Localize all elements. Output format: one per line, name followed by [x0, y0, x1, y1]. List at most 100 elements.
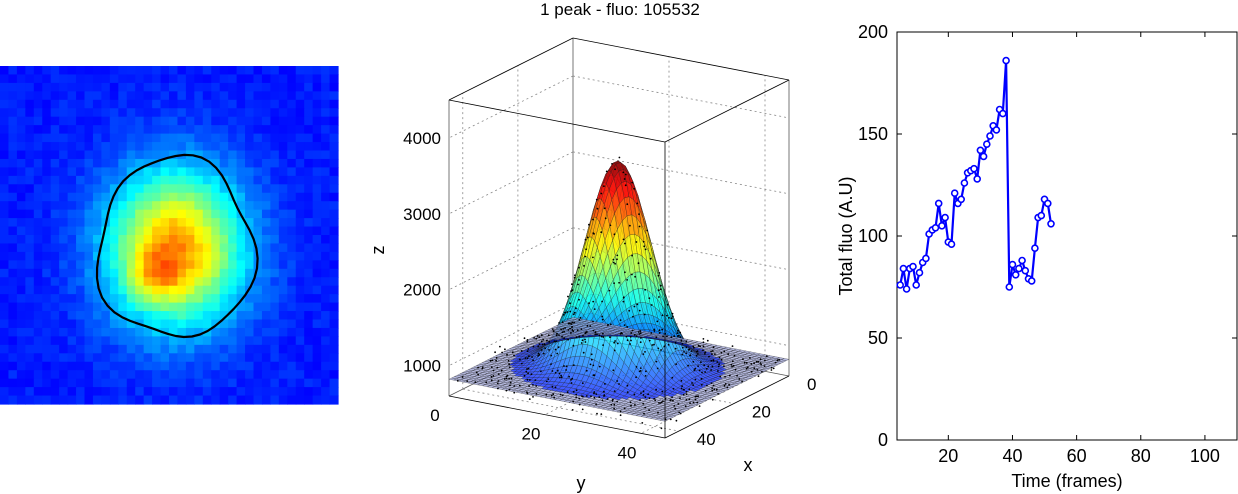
heatmap-cell	[270, 192, 280, 202]
heatmap-cell	[33, 167, 43, 177]
heatmap-cell	[92, 285, 102, 295]
heatmap-cell	[8, 74, 18, 84]
heatmap-cell	[185, 387, 195, 397]
data-point	[639, 332, 642, 335]
data-point	[703, 364, 706, 367]
heatmap-cell	[50, 294, 60, 304]
heatmap-cell	[321, 294, 331, 304]
data-point	[626, 391, 629, 393]
heatmap-cell	[261, 378, 271, 388]
heatmap-cell	[33, 74, 43, 84]
heatmap-cell	[329, 327, 339, 337]
heatmap-cell	[67, 319, 77, 329]
heatmap-cell	[287, 158, 297, 168]
heatmap-cell	[42, 125, 52, 135]
data-point	[679, 331, 682, 334]
heatmap-cell	[135, 277, 145, 287]
heatmap-cell	[143, 353, 153, 363]
heatmap-cell	[42, 268, 52, 278]
surface-cell	[781, 358, 790, 361]
data-point	[570, 379, 572, 381]
data-point	[535, 337, 538, 340]
heatmap-cell	[16, 327, 26, 337]
data-point	[581, 339, 584, 342]
data-point	[697, 395, 699, 398]
heatmap-cell	[202, 395, 212, 405]
heatmap-cell	[92, 327, 102, 337]
heatmap-cell	[152, 327, 162, 337]
heatmap-cell	[33, 387, 43, 397]
data-point	[732, 364, 735, 367]
data-point	[778, 358, 780, 361]
heatmap-cell	[194, 294, 204, 304]
heatmap-cell	[236, 378, 246, 388]
heatmap-cell	[8, 344, 18, 354]
data-point	[600, 231, 603, 234]
heatmap-cell	[177, 125, 187, 135]
data-point	[698, 369, 701, 372]
heatmap-cell	[76, 158, 86, 168]
heatmap-cell	[101, 184, 111, 194]
heatmap-cell	[219, 277, 229, 287]
data-point	[625, 335, 628, 338]
heatmap-cell	[126, 108, 136, 118]
heatmap-cell	[101, 319, 111, 329]
heatmap-cell	[194, 133, 204, 143]
heatmap-cell	[8, 243, 18, 253]
heatmap-cell	[118, 99, 128, 109]
heatmap-cell	[185, 74, 195, 84]
heatmap-cell	[304, 294, 314, 304]
heatmap-cell	[236, 116, 246, 126]
data-point	[718, 363, 720, 366]
heatmap-cell	[160, 260, 170, 270]
heatmap-cell	[109, 167, 119, 177]
heatmap-cell	[194, 268, 204, 278]
heatmap-cell	[50, 395, 60, 405]
heatmap-cell	[67, 277, 77, 287]
data-point	[596, 412, 598, 415]
heatmap-cell	[261, 66, 271, 76]
heatmap-cell	[169, 125, 179, 135]
heatmap-cell	[16, 209, 26, 219]
data-point	[700, 384, 703, 386]
heatmap-cell	[295, 294, 305, 304]
heatmap-cell	[278, 319, 288, 329]
heatmap-cell	[135, 108, 145, 118]
heatmap-cell	[194, 353, 204, 363]
heatmap-cell	[236, 133, 246, 143]
heatmap-cell	[59, 167, 69, 177]
data-point	[678, 411, 681, 414]
data-point	[637, 331, 640, 333]
heatmap-cell	[16, 361, 26, 371]
heatmap-cell	[84, 285, 94, 295]
heatmap-cell	[253, 192, 263, 202]
data-point	[616, 400, 618, 403]
heatmap-cell	[194, 209, 204, 219]
data-point	[660, 427, 663, 430]
heatmap-cell	[126, 125, 136, 135]
heatmap-cell	[219, 226, 229, 236]
heatmap-cell	[211, 218, 221, 228]
heatmap-cell	[118, 268, 128, 278]
data-point	[635, 335, 638, 337]
heatmap-cell	[109, 243, 119, 253]
data-point	[573, 311, 576, 314]
heatmap-cell	[92, 125, 102, 135]
data-point	[659, 284, 662, 287]
data-point	[692, 360, 695, 363]
heatmap-cell	[194, 218, 204, 228]
data-point	[661, 390, 664, 393]
data-point	[704, 353, 706, 355]
heatmap-cell	[76, 344, 86, 354]
heatmap-cell	[236, 226, 246, 236]
heatmap-cell	[245, 99, 255, 109]
data-point	[634, 404, 636, 406]
data-point	[536, 335, 539, 337]
data-point	[676, 332, 679, 334]
heatmap-cell	[236, 370, 246, 380]
heatmap-cell	[8, 302, 18, 312]
heatmap-cell	[270, 395, 280, 405]
heatmap-cell	[312, 370, 322, 380]
heatmap-cell	[33, 82, 43, 92]
heatmap-cell	[126, 218, 136, 228]
